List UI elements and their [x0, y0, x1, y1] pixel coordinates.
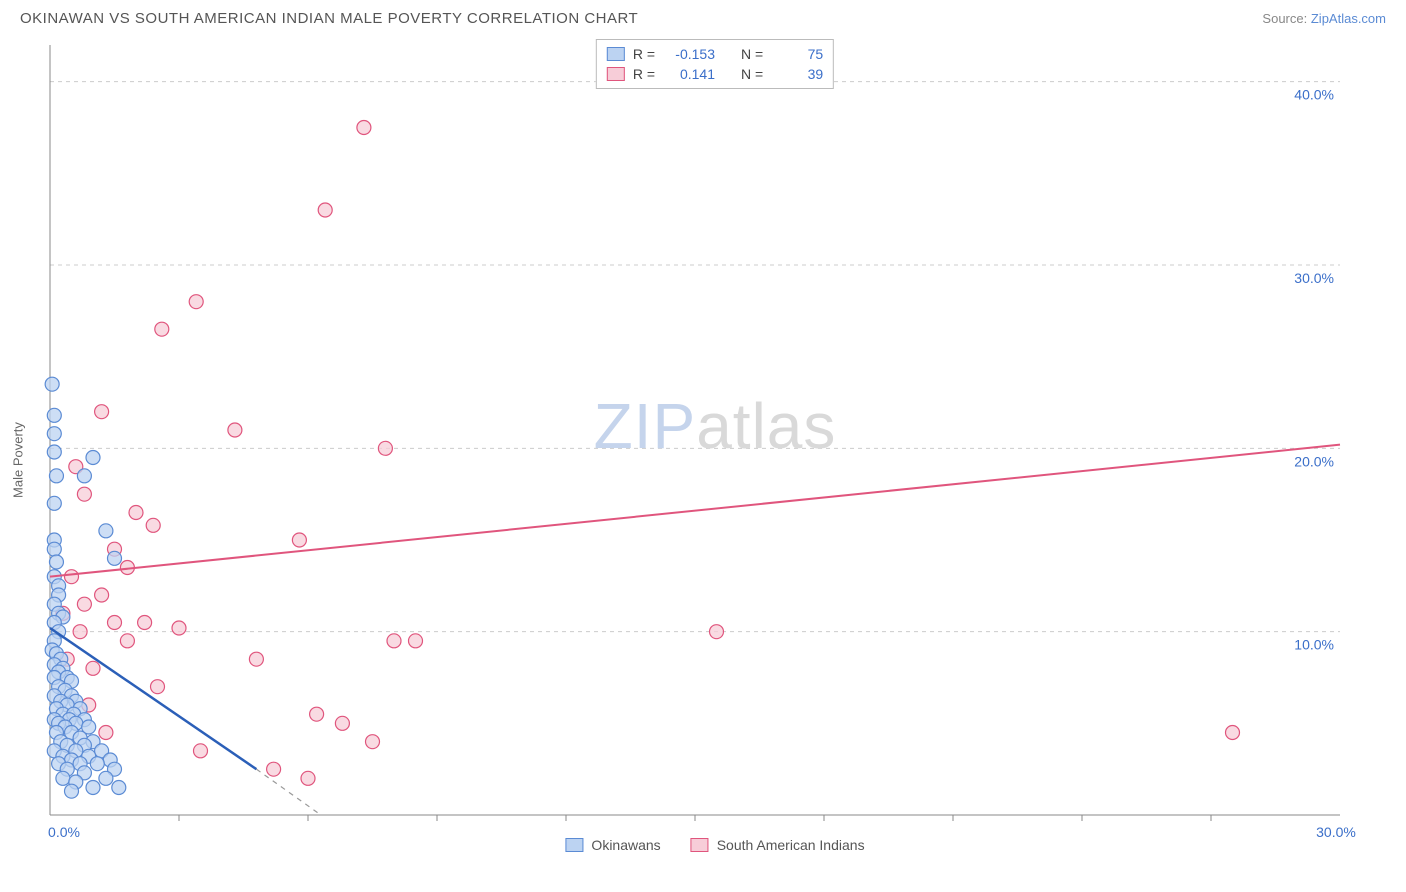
n-label: N = — [741, 44, 763, 64]
legend-row-a: R = -0.153 N = 75 — [607, 44, 823, 64]
r-label: R = — [633, 44, 655, 64]
legend-item-b: South American Indians — [691, 837, 865, 853]
swatch-sai-icon — [691, 838, 709, 852]
correlation-legend: R = -0.153 N = 75 R = 0.141 N = 39 — [596, 39, 834, 89]
swatch-sai-icon — [607, 67, 625, 81]
legend-item-a: Okinawans — [565, 837, 660, 853]
y-axis-label: Male Poverty — [11, 422, 26, 498]
source-value: ZipAtlas.com — [1311, 11, 1386, 26]
chart-header: OKINAWAN VS SOUTH AMERICAN INDIAN MALE P… — [0, 0, 1406, 33]
svg-text:30.0%: 30.0% — [1316, 824, 1356, 840]
r-value-b: 0.141 — [663, 64, 715, 84]
scatter-chart: 10.0% 20.0% 30.0% 40.0% 0.0% 30.0% — [44, 37, 1384, 847]
n-value-a: 75 — [771, 44, 823, 64]
svg-text:40.0%: 40.0% — [1294, 87, 1334, 103]
legend-row-b: R = 0.141 N = 39 — [607, 64, 823, 84]
series-legend: Okinawans South American Indians — [565, 837, 864, 853]
legend-label-b: South American Indians — [717, 837, 865, 853]
chart-title: OKINAWAN VS SOUTH AMERICAN INDIAN MALE P… — [20, 10, 638, 27]
source-credit: Source: ZipAtlas.com — [1262, 11, 1386, 26]
svg-text:10.0%: 10.0% — [1294, 637, 1334, 653]
svg-text:20.0%: 20.0% — [1294, 453, 1334, 469]
n-value-b: 39 — [771, 64, 823, 84]
svg-text:0.0%: 0.0% — [48, 824, 80, 840]
r-value-a: -0.153 — [663, 44, 715, 64]
swatch-okinawans-icon — [607, 47, 625, 61]
svg-text:30.0%: 30.0% — [1294, 270, 1334, 286]
swatch-okinawans-icon — [565, 838, 583, 852]
n-label: N = — [741, 64, 763, 84]
chart-container: 10.0% 20.0% 30.0% 40.0% 0.0% 30.0% R = -0.153… — [44, 37, 1386, 847]
r-label: R = — [633, 64, 655, 84]
legend-label-a: Okinawans — [591, 837, 660, 853]
source-label: Source: — [1262, 11, 1307, 26]
